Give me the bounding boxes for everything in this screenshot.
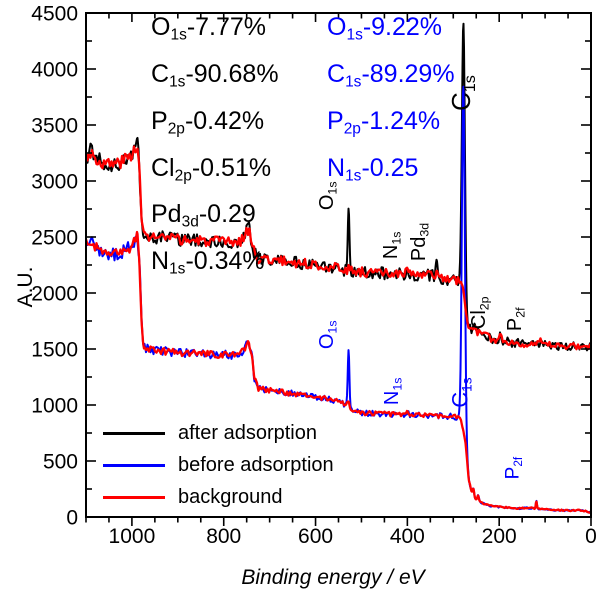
x-tick-label: 600 — [298, 525, 333, 548]
x-axis-title: Binding energy / eV — [241, 566, 425, 589]
y-tick-label: 4500 — [31, 3, 78, 26]
annotation-item-o1s: O1s-7.77% — [151, 13, 267, 44]
y-tick-label: 1000 — [31, 395, 78, 418]
peak-label-p2f: P2f — [502, 456, 525, 479]
y-tick-label: 2500 — [31, 227, 78, 250]
legend-label-before: before adsorption — [178, 453, 334, 476]
peak-label-n1s: N1s — [381, 377, 405, 405]
x-tick-label: 0 — [585, 525, 597, 548]
y-tick-label: 1500 — [31, 339, 78, 362]
y-tick-label: 2000 — [31, 283, 78, 306]
legend-line-before-icon — [103, 463, 165, 467]
annotation-item-p2p: P2p-0.42% — [151, 106, 265, 138]
y-tick-label: 4000 — [31, 59, 78, 82]
y-tick-label: 3000 — [31, 171, 78, 194]
curve-background-before — [86, 230, 591, 515]
peak-label-pd3d: Pd3d — [407, 223, 432, 262]
legend-line-background-icon — [103, 495, 165, 499]
annotation-item-n1s: N1s-0.25 — [327, 153, 419, 185]
annotation-item-c1s: C1s-90.68% — [151, 59, 279, 91]
legend-item-before: before adsorption — [103, 449, 334, 481]
y-tick-label: 500 — [43, 451, 78, 474]
tick-labels: 1000 800 600 400 200 005001000150020002500300… — [31, 3, 597, 549]
peak-label-o1s: O1s — [316, 320, 340, 349]
x-tick-label: 800 — [206, 525, 241, 548]
y-axis-title: A.U. — [14, 266, 37, 308]
legend: after adsorption before adsorption backg… — [103, 417, 334, 513]
peak-label-n1s: N1s — [379, 231, 404, 260]
annotation-item-n1s: N1s-0.34% — [151, 247, 265, 278]
peak-label-c1s: C1s — [446, 377, 474, 408]
x-tick-label: 400 — [390, 525, 425, 548]
axes-box — [85, 12, 592, 518]
ticks — [85, 12, 592, 526]
peak-label-cl2p: Cl2p — [468, 296, 492, 329]
annotation-item-pd3d: Pd3d-0.29 — [151, 200, 256, 232]
legend-item-after: after adsorption — [103, 417, 334, 449]
legend-item-background: background — [103, 481, 334, 513]
x-tick-label: 1000 — [109, 525, 156, 548]
legend-label-background: background — [178, 485, 283, 508]
y-tick-label: 3500 — [31, 115, 78, 138]
annotation-item-p2p: P2p-1.24% — [327, 106, 441, 138]
curve-background-after — [86, 145, 591, 351]
legend-line-after-icon — [103, 431, 165, 435]
annotation-item-cl2p: Cl2p-0.51% — [151, 153, 272, 185]
annotation-item-c1s: C1s-89.29% — [327, 59, 455, 91]
y-tick-label: 0 — [66, 507, 78, 530]
peak-label-p2f: P2f — [504, 307, 528, 331]
annotation-item-o1s: O1s-9.22% — [327, 13, 443, 44]
legend-label-after: after adsorption — [178, 421, 317, 444]
composition-annotations-after: O1s-7.77% C1s-90.68% P2p-0.42% Cl2p-0.51% Pd… — [151, 8, 279, 289]
x-tick-label: 200 — [482, 525, 517, 548]
composition-annotations-before: O1s-9.22% C1s-89.29% P2p-1.24% N1s-0.25 — [327, 8, 455, 195]
